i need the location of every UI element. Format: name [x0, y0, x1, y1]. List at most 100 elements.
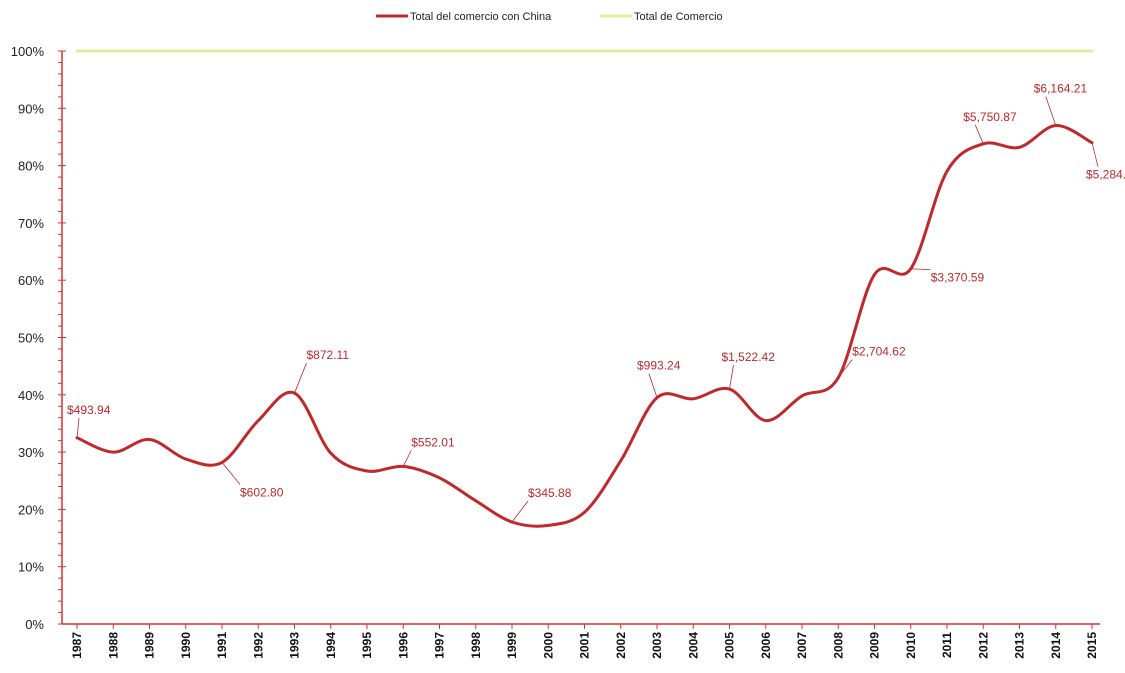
- data-label-leader: [1091, 142, 1099, 167]
- x-tick-label: 2015: [1085, 632, 1099, 659]
- data-point: [148, 50, 151, 53]
- data-point: [728, 50, 731, 53]
- data-point: [946, 170, 949, 173]
- x-tick-label: 2003: [650, 632, 664, 659]
- data-point: [801, 50, 804, 53]
- data-point: [583, 511, 586, 514]
- data-point: [619, 50, 622, 53]
- x-tick-label: 1995: [360, 632, 374, 659]
- x-tick-label: 1994: [324, 632, 338, 659]
- data-point: [257, 419, 260, 422]
- x-tick-label: 2010: [904, 632, 918, 659]
- data-point: [184, 50, 187, 53]
- x-tick-label: 2004: [686, 632, 700, 659]
- data-label: $493.94: [67, 403, 111, 417]
- data-point: [1091, 50, 1094, 53]
- data-label-leader: [974, 124, 984, 144]
- x-tick-label: 2014: [1049, 632, 1063, 659]
- data-point: [982, 50, 985, 53]
- data-point: [366, 50, 369, 53]
- data-point: [329, 452, 332, 455]
- data-label: $993.24: [637, 359, 681, 373]
- x-tick-label: 2005: [723, 632, 737, 659]
- data-point: [692, 50, 695, 53]
- data-label: $5,750.87: [963, 110, 1017, 124]
- data-label: $552.01: [411, 435, 455, 449]
- data-point: [438, 50, 441, 53]
- data-point: [402, 50, 405, 53]
- data-label: $1,522.42: [722, 350, 776, 364]
- y-tick-label: 60%: [18, 273, 44, 288]
- x-tick-label: 2008: [831, 632, 845, 659]
- x-tick-label: 1999: [505, 632, 519, 659]
- x-tick-label: 1991: [215, 632, 229, 659]
- data-point: [366, 470, 369, 473]
- x-tick-label: 1992: [251, 632, 265, 659]
- data-label-leader: [837, 359, 853, 378]
- data-point: [692, 397, 695, 400]
- legend-label: Total del comercio con China: [410, 11, 552, 23]
- x-tick-label: 2012: [976, 632, 990, 659]
- data-point: [112, 50, 115, 53]
- data-label: $602.80: [240, 485, 284, 499]
- y-tick-label: 100%: [11, 44, 45, 59]
- y-tick-label: 70%: [18, 216, 44, 231]
- chart-legend: Total del comercio con China Total de Com…: [376, 11, 723, 23]
- data-label-leader: [648, 373, 658, 398]
- legend-label: Total de Comercio: [634, 11, 723, 23]
- x-tick-label: 2013: [1013, 632, 1027, 659]
- data-label: $872.11: [307, 348, 350, 362]
- data-label-leader: [511, 500, 529, 523]
- data-point: [293, 50, 296, 53]
- data-point: [837, 50, 840, 53]
- data-point: [511, 50, 514, 53]
- x-tick-label: 1997: [433, 632, 447, 659]
- x-tick-label: 2007: [795, 632, 809, 659]
- y-tick-label: 10%: [18, 560, 44, 575]
- series-line-china: [75, 124, 1094, 528]
- data-label-leader: [294, 362, 307, 394]
- data-point: [148, 438, 151, 441]
- data-label-leader: [221, 462, 241, 485]
- data-point: [474, 50, 477, 53]
- data-point: [764, 50, 767, 53]
- data-label-leader: [76, 417, 80, 438]
- data-point: [438, 476, 441, 479]
- data-label: $345.88: [528, 486, 572, 500]
- x-tick-label: 2006: [759, 632, 773, 659]
- data-point: [221, 50, 224, 53]
- data-label: $2,704.62: [852, 345, 906, 359]
- x-tick-label: 2000: [541, 632, 555, 659]
- data-point: [547, 524, 550, 527]
- series-layer: [75, 49, 1094, 528]
- data-point: [474, 499, 477, 502]
- data-point: [112, 451, 115, 454]
- data-point: [76, 50, 79, 53]
- x-tick-label: 2011: [940, 632, 954, 658]
- data-label-leader: [402, 450, 412, 467]
- y-axis: 0% 10% 20% 30% 40% 50% 60% 70% 80% 90% 100%: [11, 44, 66, 632]
- data-point: [764, 419, 767, 422]
- x-axis: 1987 1988 1989 1990 1991 1992 1993 1994 1995 1996…: [62, 623, 1100, 659]
- y-tick-label: 80%: [18, 159, 44, 174]
- x-tick-label: 1989: [143, 632, 157, 659]
- data-point: [619, 459, 622, 462]
- data-label-leader: [729, 365, 734, 390]
- data-point: [1054, 50, 1057, 53]
- x-tick-label: 1996: [396, 632, 410, 659]
- data-point: [1018, 50, 1021, 53]
- x-tick-label: 1993: [288, 632, 302, 659]
- data-point: [1018, 146, 1021, 149]
- data-point: [583, 50, 586, 53]
- x-tick-label: 1988: [106, 632, 120, 659]
- data-point: [801, 394, 804, 397]
- x-tick-label: 1998: [469, 632, 483, 659]
- y-tick-label: 0%: [25, 617, 44, 632]
- x-tick-label: 1990: [179, 632, 193, 659]
- data-label: $3,370.59: [931, 271, 985, 285]
- data-point: [547, 50, 550, 53]
- data-point: [873, 50, 876, 53]
- data-label-leader: [1045, 96, 1057, 126]
- data-label: $6,164.21: [1034, 81, 1088, 95]
